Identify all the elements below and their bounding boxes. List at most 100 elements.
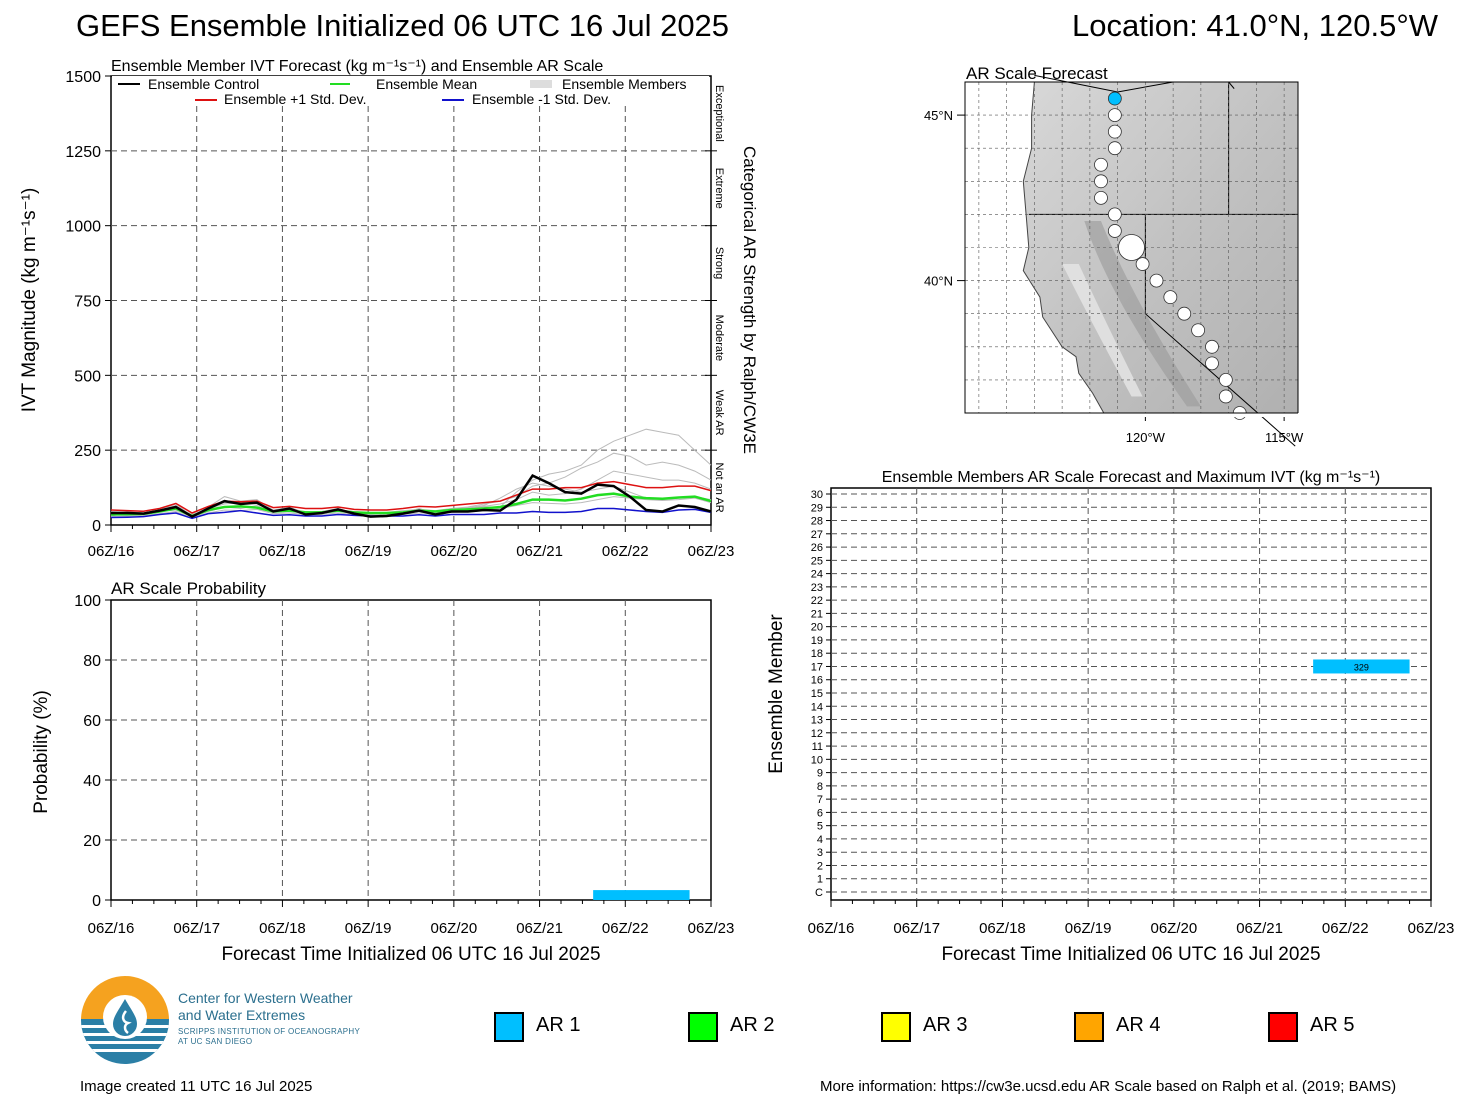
map-lon-label: 115°W <box>1265 430 1304 445</box>
ivt-ytick-label: 250 <box>74 443 101 460</box>
prob-xtick-label: 06Z/19 <box>345 920 392 937</box>
map-track-point <box>1094 174 1108 189</box>
members-row-label: 23 <box>811 582 823 594</box>
map-track-point <box>1107 141 1122 156</box>
map-track-point <box>1107 91 1122 106</box>
ar-category-label: Not an AR <box>713 463 725 513</box>
member-ar-bar-label: 329 <box>1354 662 1369 672</box>
members-row-label: 1 <box>817 874 823 886</box>
prob-xtick-label: 06Z/20 <box>431 920 478 937</box>
prob-xtick-label: 06Z/23 <box>688 920 735 937</box>
map-lon-label: 120°W <box>1126 430 1166 445</box>
ivt-xtick-label: 06Z/23 <box>688 543 735 560</box>
map-track-point <box>1094 157 1108 172</box>
members-row-label: 14 <box>811 701 823 713</box>
members-row-label: 25 <box>811 555 823 567</box>
map-track-point <box>1135 257 1150 271</box>
prob-ytick-label: 0 <box>92 893 101 910</box>
members-plot-area <box>830 487 1432 901</box>
ivt-ytick-label: 750 <box>74 294 101 311</box>
ivt-right-label: Categorical AR Strength by Ralph/CW3E <box>740 146 759 454</box>
map-track-point <box>1107 224 1122 238</box>
prob-ytick-label: 20 <box>83 833 101 850</box>
members-row-label: 30 <box>811 489 823 501</box>
map-track-point <box>1205 356 1219 371</box>
members-row-label: 18 <box>811 648 823 660</box>
members-row-label: 20 <box>811 622 823 634</box>
members-row-label: 2 <box>817 860 823 872</box>
members-xtick-label: 06Z/22 <box>1322 920 1369 937</box>
members-row-label: 9 <box>817 768 823 780</box>
map-bottom-mask <box>965 413 1300 417</box>
main-title: GEFS Ensemble Initialized 06 UTC 16 Jul … <box>76 8 730 43</box>
ivt-xtick-label: 06Z/22 <box>602 543 649 560</box>
members-row-label: 12 <box>811 728 823 740</box>
map-track-point <box>1118 234 1145 261</box>
ivt-xtick-label: 06Z/20 <box>431 543 478 560</box>
ar4-label: AR 4 <box>1116 1014 1161 1036</box>
members-xtick-label: 06Z/20 <box>1151 920 1198 937</box>
members-row-label: 11 <box>812 741 823 753</box>
ivt-control-line <box>111 474 712 519</box>
ivt-minus-sd-line <box>110 507 712 520</box>
prob-ytick-label: 60 <box>83 713 101 730</box>
map-title: AR Scale Forecast <box>966 64 1108 83</box>
prob-plot-area <box>110 599 712 901</box>
ivt-xtick-label: 06Z/21 <box>516 543 563 560</box>
prob-xlabel: Forecast Time Initialized 06 UTC 16 Jul … <box>221 944 600 965</box>
map-track-point <box>1149 273 1164 288</box>
image-created-text: Image created 11 UTC 16 Jul 2025 <box>80 1078 313 1095</box>
members-row-label: 29 <box>811 502 823 514</box>
ar-category-label: Moderate <box>713 315 725 361</box>
members-xtick-label: 06Z/18 <box>979 920 1026 937</box>
members-row-label: 27 <box>811 529 823 541</box>
prob-xtick-label: 06Z/21 <box>516 920 563 937</box>
legend-plus-label: Ensemble +1 Std. Dev. <box>224 91 367 107</box>
map-lat-label: 45°N <box>924 108 953 123</box>
map-track-point <box>1177 306 1192 321</box>
member-ar-bar <box>1313 659 1410 674</box>
ivt-ytick-label: 1250 <box>65 144 101 161</box>
members-row-label: 17 <box>811 661 823 673</box>
ar4-swatch <box>1074 1012 1104 1042</box>
map-track-point <box>1094 190 1108 205</box>
ar-category-label: Strong <box>713 247 725 279</box>
prob-title: AR Scale Probability <box>111 579 266 598</box>
members-xlabel: Forecast Time Initialized 06 UTC 16 Jul … <box>941 944 1320 965</box>
ar2-swatch <box>688 1012 718 1042</box>
members-row-label: 7 <box>817 794 823 806</box>
ivt-plus-sd-line <box>110 480 712 514</box>
map-valley <box>1062 264 1143 397</box>
members-row-label: 21 <box>811 608 823 620</box>
location-title: Location: 41.0°N, 120.5°W <box>1072 8 1439 43</box>
ivt-ylabel: IVT Magnitude (kg m⁻¹s⁻¹) <box>19 188 40 413</box>
members-row-label: 19 <box>811 635 823 647</box>
ivt-ytick-label: 1500 <box>65 69 101 86</box>
ivt-ytick-label: 500 <box>74 368 101 385</box>
ar3-label: AR 3 <box>923 1014 968 1036</box>
ar-category-label: Extreme <box>713 168 725 209</box>
prob-xtick-label: 06Z/17 <box>173 920 220 937</box>
ivt-xtick-label: 06Z/16 <box>88 543 135 560</box>
ar-category-label: Exceptional <box>713 85 725 142</box>
ivt-xtick-label: 06Z/17 <box>173 543 220 560</box>
prob-ylabel: Probability (%) <box>31 690 52 814</box>
map-track-point <box>1107 124 1122 139</box>
more-info-text: More information: https://cw3e.ucsd.edu … <box>820 1078 1397 1095</box>
ar5-swatch <box>1268 1012 1298 1042</box>
prob-xtick-label: 06Z/18 <box>259 920 306 937</box>
members-xtick-label: 06Z/23 <box>1408 920 1455 937</box>
members-row-label: 6 <box>817 807 823 819</box>
logo-subtitle: SCRIPPS INSTITUTION OF OCEANOGRAPHY AT UC… <box>178 1027 361 1046</box>
members-row-label: 3 <box>817 847 823 859</box>
map-track-point <box>1107 108 1122 122</box>
ar5-label: AR 5 <box>1310 1014 1355 1036</box>
legend-minus-label: Ensemble -1 Std. Dev. <box>472 91 611 107</box>
logo-title: Center for Western Weather and Water Extr… <box>178 990 353 1023</box>
ar2-label: AR 2 <box>730 1014 775 1036</box>
legend-mean-label: Ensemble Mean <box>376 76 477 92</box>
members-row-label: 28 <box>811 516 823 528</box>
ar-category-label: Weak AR <box>713 390 725 436</box>
members-row-label: 4 <box>817 834 823 846</box>
